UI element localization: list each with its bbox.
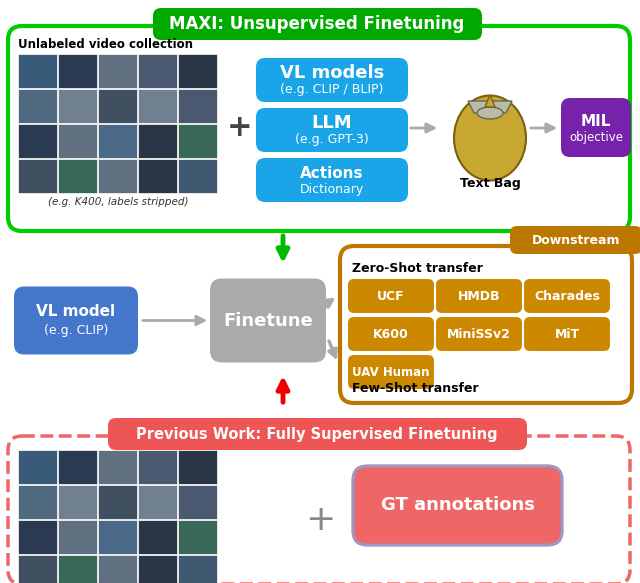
Text: LLM: LLM — [312, 114, 352, 132]
Text: VL model: VL model — [36, 304, 116, 319]
Text: +: + — [305, 503, 335, 537]
Bar — [98, 54, 137, 88]
Text: (e.g. CLIP): (e.g. CLIP) — [44, 324, 108, 337]
Text: UCF: UCF — [377, 290, 405, 303]
Text: Text Bag: Text Bag — [460, 177, 520, 189]
Bar — [18, 520, 57, 554]
Bar — [178, 485, 217, 519]
FancyBboxPatch shape — [561, 98, 631, 157]
FancyBboxPatch shape — [153, 8, 482, 40]
Bar — [98, 555, 137, 583]
Bar — [18, 450, 57, 484]
Ellipse shape — [454, 96, 526, 181]
Bar — [98, 159, 137, 193]
Bar — [18, 89, 57, 123]
FancyBboxPatch shape — [524, 317, 610, 351]
Bar — [58, 450, 97, 484]
Bar — [58, 555, 97, 583]
Text: MIL: MIL — [581, 114, 611, 129]
Bar — [178, 555, 217, 583]
Bar — [98, 89, 137, 123]
Polygon shape — [485, 95, 495, 107]
Text: (e.g. CLIP / BLIP): (e.g. CLIP / BLIP) — [280, 83, 384, 96]
Text: HMDB: HMDB — [458, 290, 500, 303]
Text: UAV Human: UAV Human — [352, 366, 429, 378]
FancyBboxPatch shape — [436, 317, 522, 351]
Text: Previous Work: Fully Supervised Finetuning: Previous Work: Fully Supervised Finetuni… — [136, 427, 498, 441]
Polygon shape — [468, 101, 512, 113]
Text: Unlabeled video collection: Unlabeled video collection — [18, 37, 193, 51]
Bar — [178, 89, 217, 123]
Ellipse shape — [477, 107, 503, 119]
FancyBboxPatch shape — [8, 26, 630, 231]
Bar — [138, 54, 177, 88]
Bar — [138, 555, 177, 583]
Bar — [178, 450, 217, 484]
FancyBboxPatch shape — [436, 279, 522, 313]
Text: Zero-Shot transfer: Zero-Shot transfer — [352, 262, 483, 275]
FancyBboxPatch shape — [108, 418, 527, 450]
Text: Dictionary: Dictionary — [300, 182, 364, 195]
FancyBboxPatch shape — [256, 58, 408, 102]
FancyBboxPatch shape — [14, 286, 138, 354]
Bar — [98, 450, 137, 484]
FancyBboxPatch shape — [348, 355, 434, 389]
Text: +: + — [227, 114, 253, 142]
FancyBboxPatch shape — [210, 279, 326, 363]
Bar — [58, 89, 97, 123]
Text: MiT: MiT — [554, 328, 580, 340]
Bar — [178, 54, 217, 88]
Bar — [138, 159, 177, 193]
Text: Few-Shot transfer: Few-Shot transfer — [352, 382, 479, 395]
Text: K600: K600 — [373, 328, 409, 340]
Bar — [138, 520, 177, 554]
Bar — [18, 54, 57, 88]
Text: Actions: Actions — [300, 166, 364, 181]
Bar — [18, 159, 57, 193]
Bar — [178, 124, 217, 158]
Text: (e.g. GPT-3): (e.g. GPT-3) — [295, 132, 369, 146]
Bar — [98, 485, 137, 519]
FancyBboxPatch shape — [510, 226, 640, 254]
Text: Downstream: Downstream — [532, 234, 620, 247]
Bar — [18, 124, 57, 158]
FancyBboxPatch shape — [340, 246, 632, 403]
Bar — [58, 124, 97, 158]
Bar — [138, 450, 177, 484]
FancyBboxPatch shape — [348, 279, 434, 313]
Bar — [178, 159, 217, 193]
FancyBboxPatch shape — [353, 466, 562, 545]
FancyBboxPatch shape — [256, 108, 408, 152]
Text: Charades: Charades — [534, 290, 600, 303]
Bar — [138, 124, 177, 158]
Text: Finetune: Finetune — [223, 311, 313, 329]
Bar — [138, 89, 177, 123]
Text: (e.g. K400, labels stripped): (e.g. K400, labels stripped) — [48, 197, 188, 207]
Bar — [58, 485, 97, 519]
Text: MAXI: Unsupervised Finetuning: MAXI: Unsupervised Finetuning — [170, 15, 465, 33]
Bar — [138, 485, 177, 519]
Bar — [58, 159, 97, 193]
Bar — [18, 555, 57, 583]
Bar — [58, 520, 97, 554]
Bar — [178, 520, 217, 554]
Text: GT annotations: GT annotations — [381, 497, 534, 515]
Bar — [18, 485, 57, 519]
FancyBboxPatch shape — [524, 279, 610, 313]
FancyBboxPatch shape — [256, 158, 408, 202]
Text: objective: objective — [569, 131, 623, 143]
Text: VL models: VL models — [280, 64, 384, 82]
FancyBboxPatch shape — [348, 317, 434, 351]
Bar — [98, 520, 137, 554]
Bar — [58, 54, 97, 88]
Text: MiniSSv2: MiniSSv2 — [447, 328, 511, 340]
Bar — [98, 124, 137, 158]
FancyBboxPatch shape — [8, 436, 630, 583]
